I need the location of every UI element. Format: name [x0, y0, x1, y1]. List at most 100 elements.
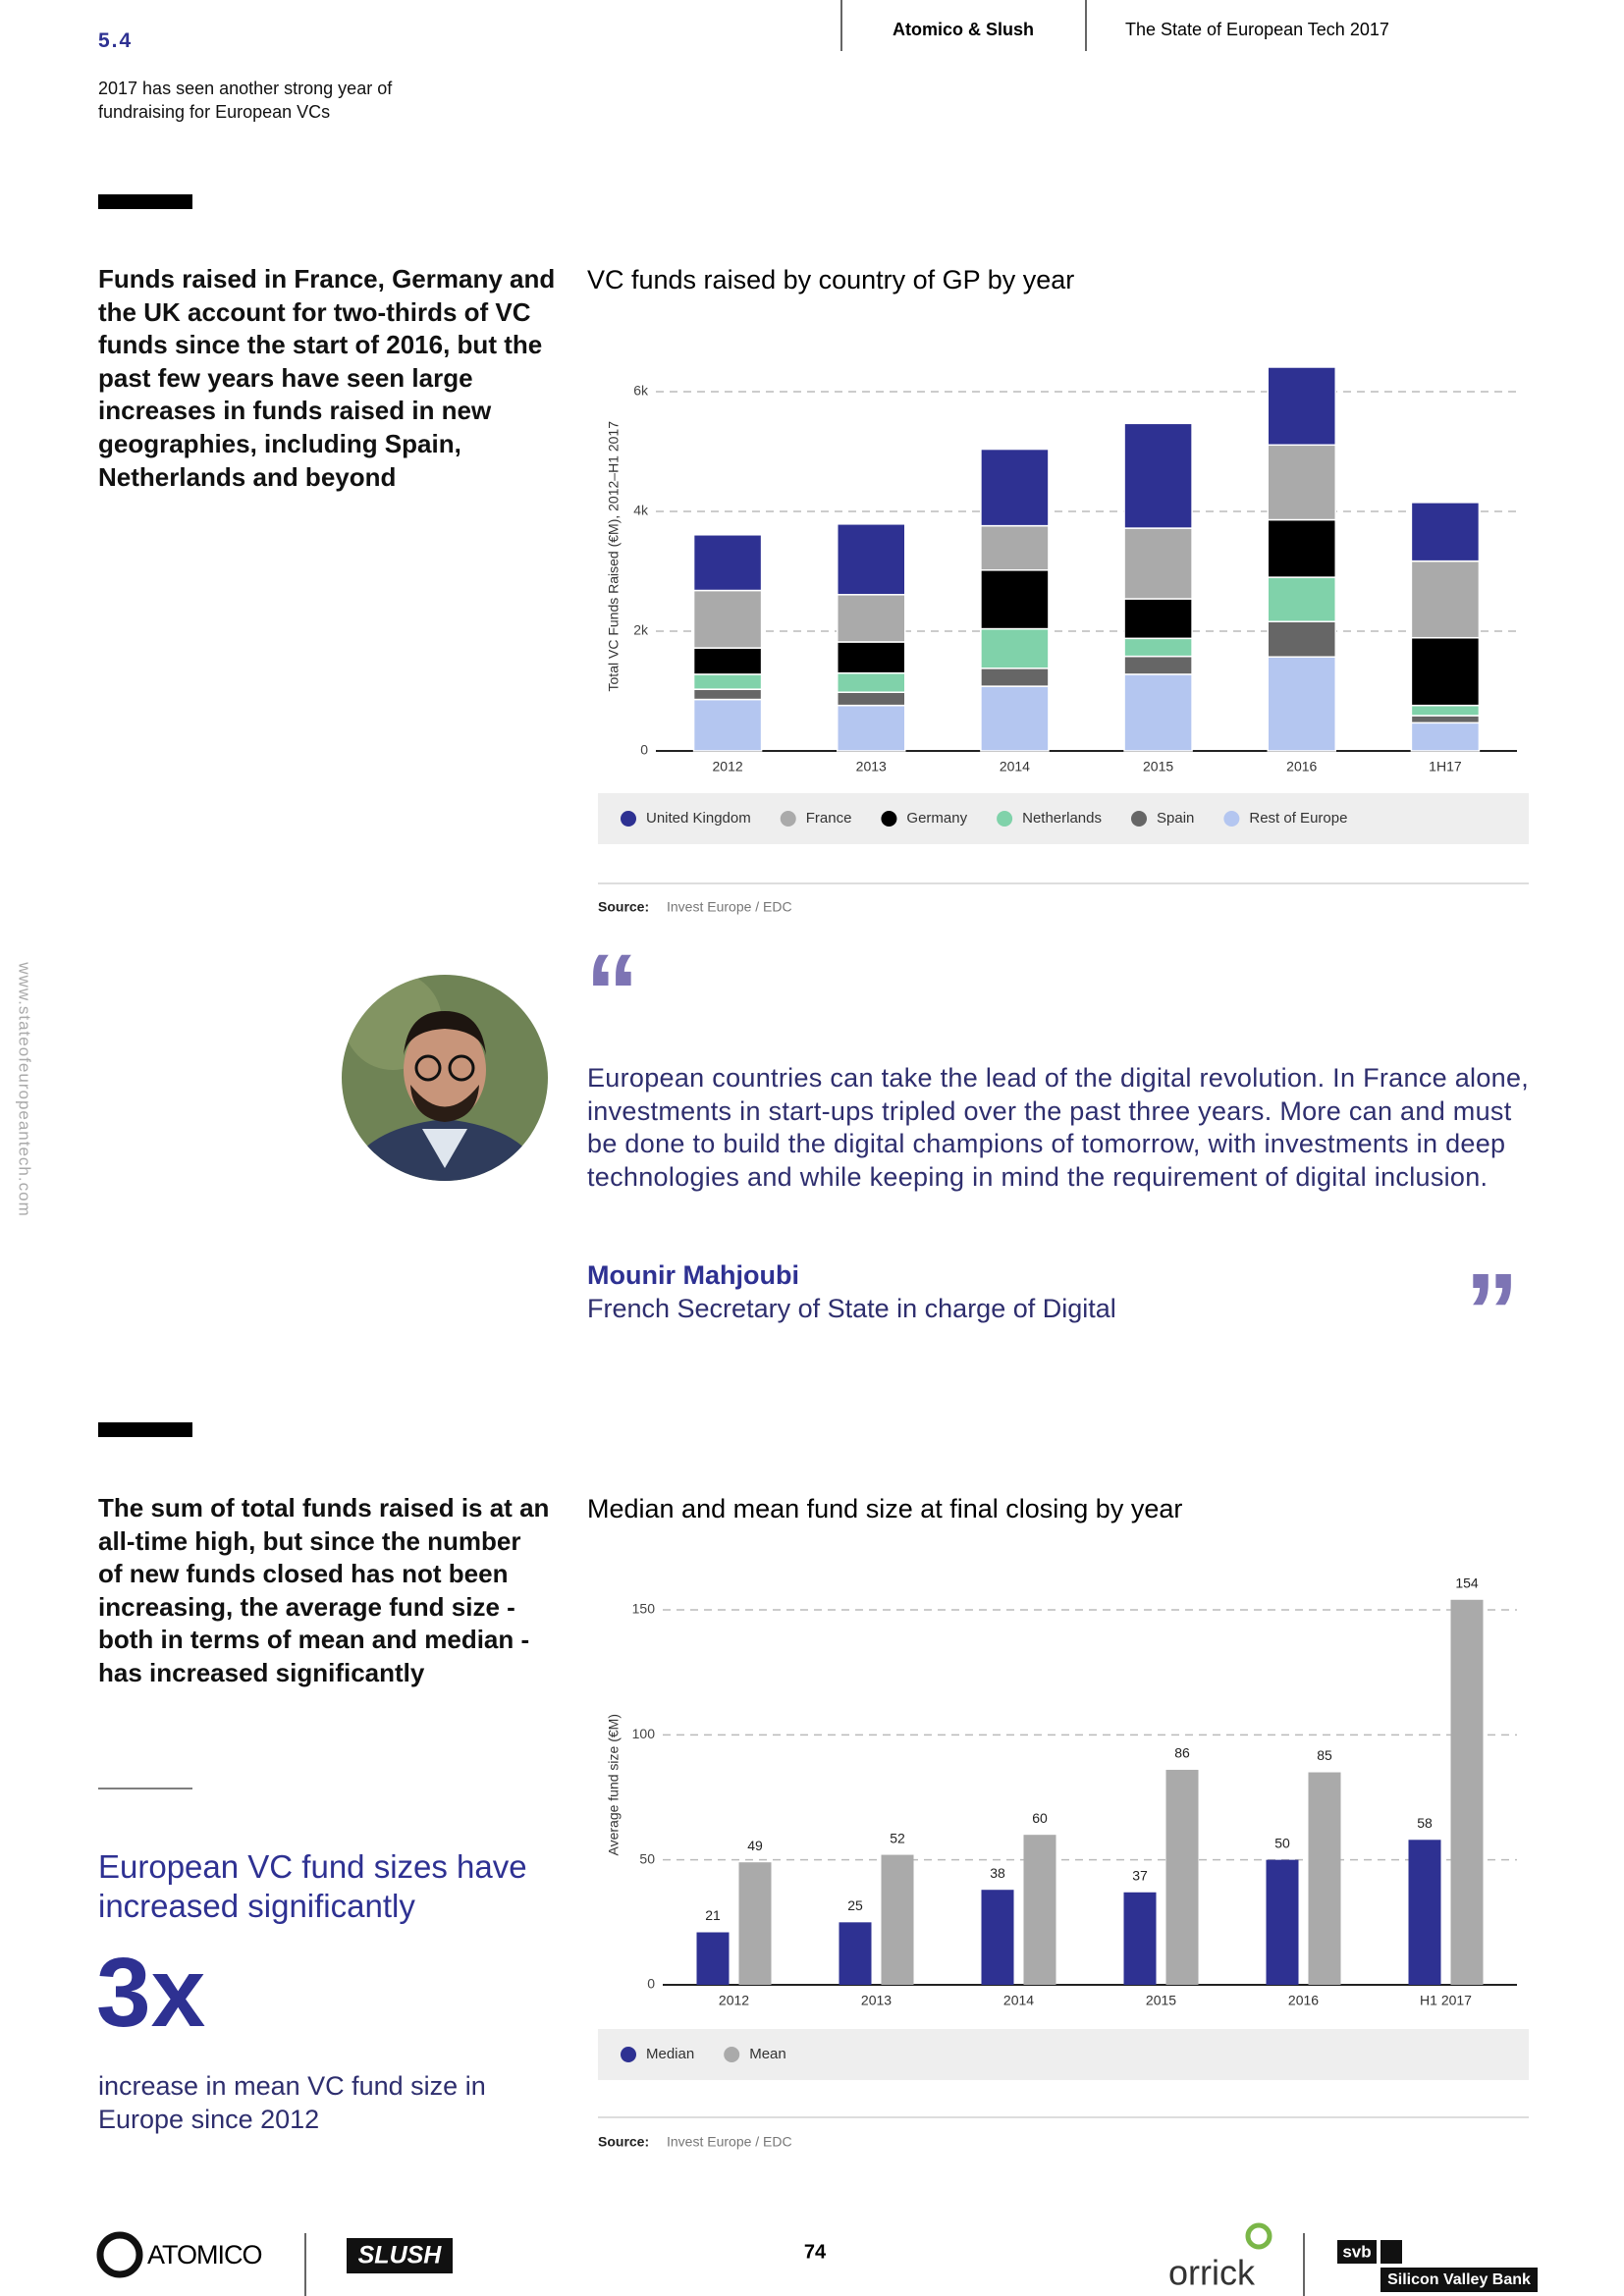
legend-swatch — [780, 811, 796, 827]
bar-segment — [692, 688, 763, 701]
legend-box — [598, 793, 1529, 844]
section-bar — [98, 1422, 192, 1437]
highlight: European VC fund sizes have increased si… — [98, 1848, 527, 1924]
svb-logo — [1337, 2240, 1377, 2264]
bar-segment — [1123, 527, 1193, 600]
x-tick-label: H1 2017 — [1420, 1993, 1472, 2008]
data-label: 86 — [1174, 1745, 1190, 1761]
y-axis-label: Total VC Funds Raised (€M), 2012–H1 2017 — [606, 421, 622, 692]
slush-logo — [347, 2238, 453, 2273]
source-label: Source: — [598, 2134, 649, 2150]
data-label: 50 — [1274, 1835, 1290, 1850]
legend-swatch — [881, 811, 897, 827]
svb-fullname: Silicon Valley Bank — [1387, 2271, 1531, 2288]
legend-box — [598, 2029, 1529, 2080]
x-tick-label: 2015 — [1146, 1993, 1176, 2008]
x-tick-label: 2012 — [713, 759, 743, 774]
legend-label: Spain — [1157, 810, 1194, 827]
stat: 3x — [96, 1938, 206, 2048]
x-tick-label: 2016 — [1286, 759, 1317, 774]
x-tick-label: 2014 — [1000, 759, 1030, 774]
x-tick-label: 2014 — [1003, 1993, 1034, 2008]
source-text: Invest Europe / EDC — [667, 899, 792, 915]
bar-segment — [837, 523, 906, 596]
legend-label: Mean — [749, 2046, 786, 2062]
data-label: 37 — [1132, 1867, 1148, 1883]
bar-segment — [1267, 620, 1336, 658]
side-url: www.stateofeuropeantech.com — [16, 961, 34, 1216]
bar-segment — [980, 667, 1050, 687]
section-number: 5.4 — [98, 29, 134, 52]
source-label: Source: — [598, 899, 649, 915]
quote-text: European countries can take the lead of … — [587, 1063, 1530, 1192]
atomico-logo — [96, 2231, 143, 2278]
legend-swatch — [1131, 811, 1147, 827]
x-tick-label: 2016 — [1288, 1993, 1319, 2008]
y-axis-label: Average fund size (€M) — [606, 1714, 622, 1855]
bar-segment — [1123, 673, 1193, 752]
portrait — [342, 975, 548, 1181]
bar-segment — [1123, 422, 1193, 529]
bar-segment — [1267, 576, 1336, 622]
svb-name: svb — [1342, 2242, 1371, 2261]
x-tick-label: 2012 — [719, 1993, 749, 2008]
slush-name: SLUSH — [358, 2242, 443, 2269]
atomico-name: ATOMICO — [147, 2240, 262, 2269]
bar — [1123, 1892, 1157, 1985]
data-label: 154 — [1455, 1575, 1479, 1590]
bar-segment — [692, 647, 763, 675]
bar-segment — [692, 698, 763, 752]
y-tick-label: 4k — [633, 503, 649, 518]
section-subtitle: 2017 has seen another strong year of fun… — [98, 79, 393, 122]
legend-label: Median — [646, 2046, 694, 2062]
bar-segment — [837, 691, 906, 707]
y-tick-label: 0 — [647, 1976, 655, 1992]
bar-segment — [980, 627, 1050, 669]
bar-segment — [837, 704, 906, 752]
bar-segment — [1410, 704, 1481, 717]
legend-label: Netherlands — [1022, 810, 1102, 827]
bar — [1165, 1769, 1199, 1985]
bar-segment — [692, 589, 763, 649]
section-bar — [98, 194, 192, 209]
bar-segment — [1410, 715, 1481, 724]
bar — [696, 1932, 730, 1985]
bar-segment — [1123, 655, 1193, 675]
bar — [1266, 1859, 1299, 1985]
header-brand: Atomico & Slush — [893, 20, 1034, 39]
chart-title: VC funds raised by country of GP by year — [587, 265, 1074, 294]
legend-label: Germany — [906, 810, 967, 827]
x-tick-label: 1H17 — [1429, 759, 1462, 774]
stat-caption: increase in mean VC fund size in Europe … — [98, 2071, 486, 2134]
y-tick-label: 150 — [632, 1601, 656, 1617]
section-text: The sum of total funds raised is at an a… — [98, 1493, 550, 1687]
legend-swatch — [621, 2047, 636, 2062]
bar-segment — [1410, 560, 1481, 639]
legend-label: United Kingdom — [646, 810, 751, 827]
y-tick-label: 2k — [633, 622, 649, 638]
close-quote: ” — [1465, 1252, 1519, 1372]
bar-segment — [837, 594, 906, 643]
bar-segment — [980, 524, 1050, 571]
bar — [738, 1862, 772, 1985]
bar-segment — [692, 673, 763, 690]
legend-swatch — [1223, 811, 1240, 827]
orrick-logo — [1245, 2222, 1272, 2250]
svb-bar — [1380, 2268, 1538, 2292]
bar — [839, 1922, 872, 1985]
data-label: 52 — [890, 1830, 905, 1845]
svb-chevron — [1380, 2240, 1402, 2264]
bar — [1308, 1772, 1341, 1985]
bar-segment — [1410, 721, 1481, 752]
section-text: Funds raised in France, Germany and the … — [98, 264, 556, 492]
header-report: The State of European Tech 2017 — [1125, 20, 1389, 39]
open-quote: “ — [585, 933, 639, 1053]
orrick-name: orrick — [1168, 2253, 1256, 2293]
bar — [981, 1890, 1014, 1985]
bar-segment — [980, 448, 1050, 527]
bar — [1023, 1835, 1056, 1985]
bar-segment — [1267, 444, 1336, 521]
y-tick-label: 50 — [639, 1850, 655, 1866]
